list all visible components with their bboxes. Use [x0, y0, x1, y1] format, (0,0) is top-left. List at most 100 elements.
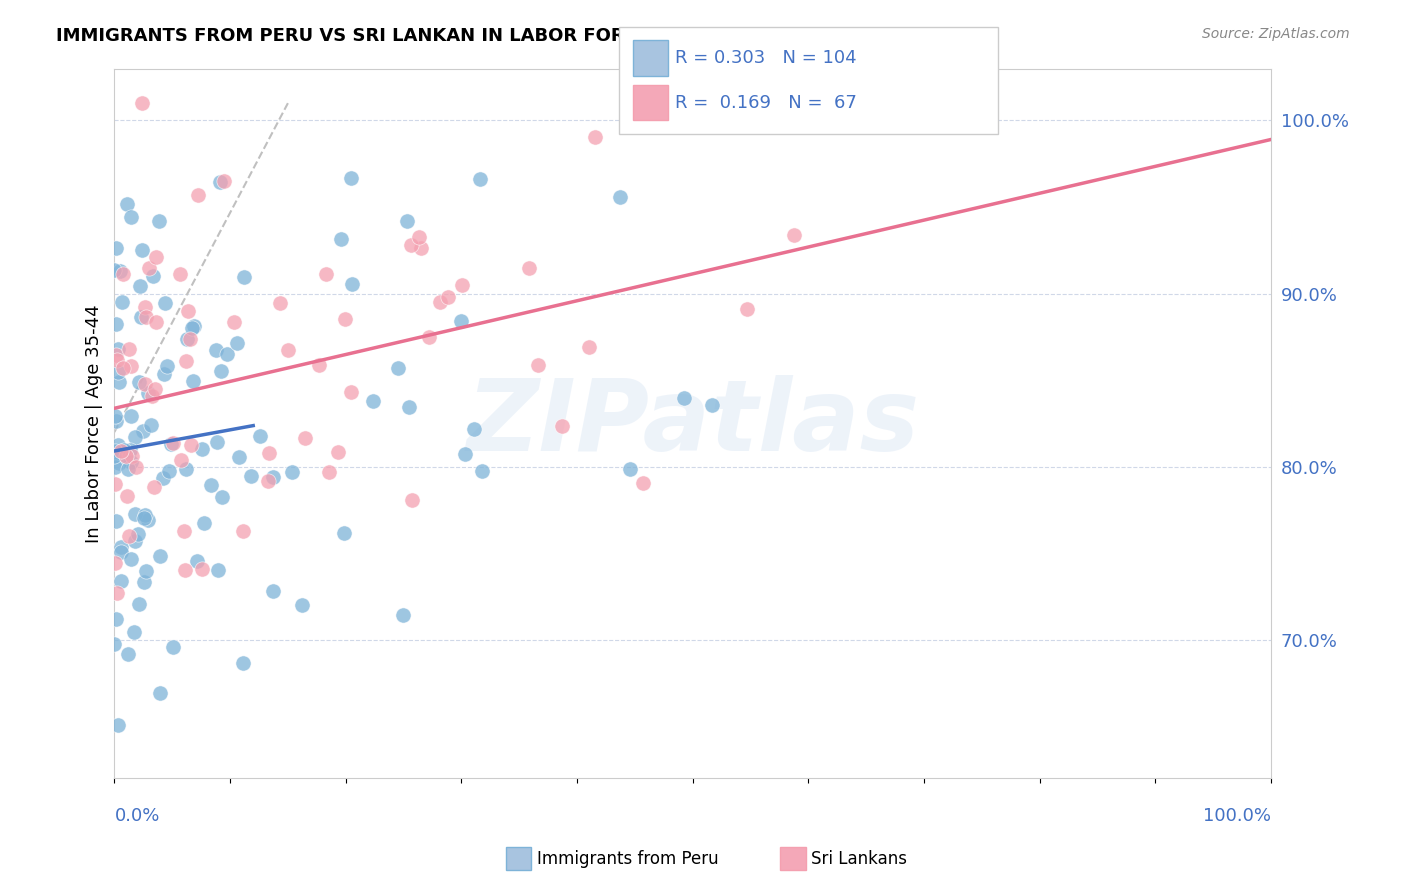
Point	[107, 342, 129, 356]
Point	[104, 444, 127, 458]
Point	[131, 424, 153, 438]
Point	[277, 343, 299, 358]
Point	[471, 465, 494, 479]
Point	[672, 392, 695, 406]
Point	[177, 304, 200, 318]
Point	[269, 295, 291, 310]
Point	[191, 442, 214, 456]
Text: ZIPatlas: ZIPatlas	[467, 375, 920, 472]
Point	[114, 449, 136, 463]
Point	[103, 460, 125, 475]
Point	[143, 382, 166, 396]
Point	[418, 330, 440, 344]
Point	[103, 637, 125, 651]
Point	[174, 563, 197, 577]
Point	[463, 422, 485, 436]
Point	[232, 524, 254, 539]
Point	[141, 418, 163, 433]
Point	[105, 241, 128, 255]
Text: Sri Lankans: Sri Lankans	[811, 850, 907, 868]
Point	[232, 269, 254, 284]
Point	[240, 469, 263, 483]
Text: 0.0%: 0.0%	[114, 807, 160, 825]
Point	[111, 294, 134, 309]
Point	[551, 418, 574, 433]
Point	[526, 358, 548, 372]
Point	[619, 462, 641, 476]
Point	[517, 260, 540, 275]
Point	[180, 321, 202, 335]
Point	[121, 211, 143, 225]
Point	[136, 385, 159, 400]
Point	[583, 130, 606, 145]
Point	[257, 475, 280, 489]
Point	[134, 508, 156, 523]
Point	[328, 444, 350, 458]
Point	[120, 443, 142, 458]
Text: Source: ZipAtlas.com: Source: ZipAtlas.com	[1202, 27, 1350, 41]
Point	[212, 174, 235, 188]
Point	[105, 414, 128, 428]
Point	[136, 513, 159, 527]
Point	[124, 430, 146, 444]
Point	[249, 429, 271, 443]
Point	[153, 296, 176, 310]
Point	[363, 394, 385, 409]
Y-axis label: In Labor Force | Age 35-44: In Labor Force | Age 35-44	[86, 304, 103, 542]
Point	[108, 375, 131, 389]
Point	[162, 435, 184, 450]
Point	[108, 456, 131, 470]
Point	[104, 348, 127, 362]
Point	[436, 289, 458, 303]
Point	[308, 358, 330, 372]
Point	[152, 471, 174, 485]
Point	[149, 686, 172, 700]
Point	[209, 175, 232, 189]
Point	[134, 300, 156, 314]
Point	[117, 461, 139, 475]
Point	[315, 267, 337, 281]
Point	[174, 353, 197, 368]
Point	[142, 268, 165, 283]
Point	[135, 564, 157, 578]
Point	[387, 360, 409, 375]
Point	[226, 336, 249, 351]
Point	[215, 347, 238, 361]
Point	[180, 438, 202, 452]
Point	[105, 514, 128, 528]
Point	[262, 470, 284, 484]
Point	[110, 443, 132, 458]
Point	[107, 438, 129, 452]
Point	[141, 389, 163, 403]
Point	[391, 608, 413, 623]
Point	[257, 446, 280, 460]
Text: Immigrants from Peru: Immigrants from Peru	[537, 850, 718, 868]
Point	[399, 238, 422, 252]
Point	[112, 442, 135, 457]
Point	[120, 455, 142, 469]
Point	[103, 263, 125, 277]
Point	[104, 556, 127, 570]
Point	[186, 553, 208, 567]
Point	[110, 574, 132, 588]
Point	[134, 376, 156, 391]
Point	[224, 315, 246, 329]
Point	[450, 314, 472, 328]
Point	[193, 516, 215, 530]
Point	[120, 359, 142, 373]
Point	[131, 96, 153, 111]
Point	[280, 465, 302, 479]
Point	[104, 477, 127, 491]
Point	[170, 453, 193, 467]
Point	[120, 552, 142, 566]
Point	[173, 524, 195, 538]
Point	[174, 462, 197, 476]
Point	[145, 316, 167, 330]
Point	[117, 489, 139, 503]
Point	[232, 656, 254, 670]
Point	[211, 490, 233, 504]
Point	[845, 96, 868, 111]
Point	[156, 359, 179, 374]
Point	[124, 624, 146, 639]
Point	[783, 228, 806, 243]
